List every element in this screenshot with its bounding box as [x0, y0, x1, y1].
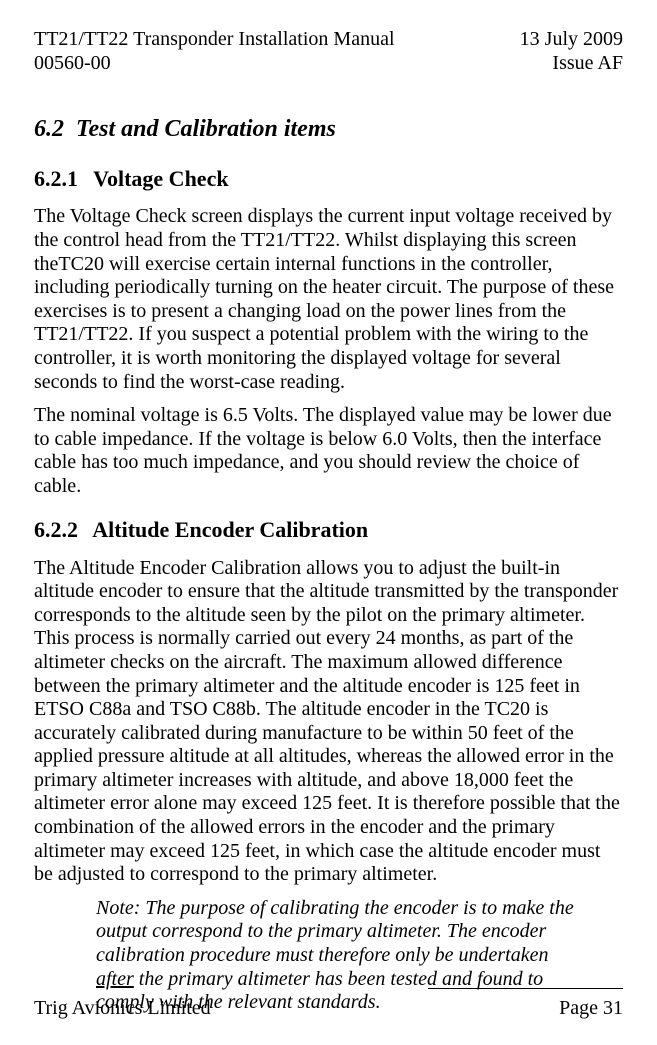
subsection-title: Voltage Check: [93, 166, 228, 191]
paragraph: The nominal voltage is 6.5 Volts. The di…: [34, 404, 623, 498]
doc-title: TT21/TT22 Transponder Installation Manua…: [34, 28, 395, 52]
footer-page: Page 31: [559, 997, 623, 1021]
footer-rule: [428, 988, 623, 989]
subsection-voltage-check: 6.2.1 Voltage Check The Voltage Check sc…: [34, 166, 623, 499]
section-number: 6.2: [34, 116, 64, 142]
note-underlined: after: [96, 968, 134, 990]
subsection-title: Altitude Encoder Calibration: [92, 517, 368, 542]
header-left: TT21/TT22 Transponder Installation Manua…: [34, 28, 395, 75]
header-right: 13 July 2009 Issue AF: [520, 28, 623, 75]
doc-issue: Issue AF: [520, 52, 623, 76]
section-title: Test and Calibration items: [76, 116, 336, 142]
subsection-number: 6.2.1: [34, 166, 88, 192]
subsection-heading: 6.2.2 Altitude Encoder Calibration: [34, 517, 623, 543]
footer-company: Trig Avionics Limited: [34, 997, 211, 1021]
paragraph: The Voltage Check screen displays the cu…: [34, 205, 623, 394]
page-footer: Trig Avionics Limited Page 31: [34, 997, 623, 1021]
subsection-altitude-encoder: 6.2.2 Altitude Encoder Calibration The A…: [34, 517, 623, 1015]
subsection-heading: 6.2.1 Voltage Check: [34, 166, 623, 192]
section-heading: 6.2 Test and Calibration items: [34, 115, 623, 143]
doc-number: 00560-00: [34, 52, 395, 76]
page-header: TT21/TT22 Transponder Installation Manua…: [34, 28, 623, 75]
paragraph: The Altitude Encoder Calibration allows …: [34, 557, 623, 887]
note-text-pre: Note: The purpose of calibrating the enc…: [96, 897, 574, 966]
subsection-number: 6.2.2: [34, 517, 88, 543]
doc-date: 13 July 2009: [520, 28, 623, 52]
